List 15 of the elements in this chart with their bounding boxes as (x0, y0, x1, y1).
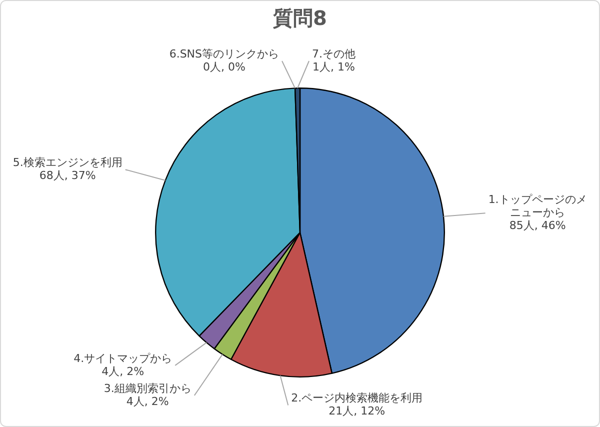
slice-label: 3.組織別索引から (104, 382, 192, 395)
text: 0人, 0% (202, 60, 246, 74)
slice-label: 7.その他 (312, 47, 356, 60)
data-label: 4人, 2% (126, 394, 169, 408)
data-label: 68人, 37% (39, 168, 96, 182)
data-label: 1人, 1% (312, 60, 355, 74)
chart-title: 質問8 (272, 6, 327, 30)
slice-label: 4.サイトマップから (74, 352, 172, 365)
data-label: 4人, 2% (102, 364, 144, 378)
data-label: 21人, 12% (328, 404, 386, 418)
data-label: 85人, 46% (509, 218, 566, 232)
slice-label: 5.検索エンジンを利用 (12, 156, 122, 169)
slice-label: 2.ページ内検索機能を利用 (291, 392, 423, 405)
slice-label: 1.トップページのメニューから (488, 192, 587, 219)
category-label: 6.SNS等のリンクから (169, 47, 280, 60)
